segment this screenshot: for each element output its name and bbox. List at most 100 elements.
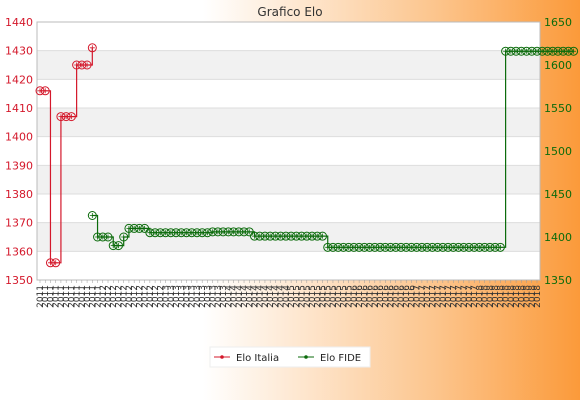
- data-point: [66, 112, 76, 122]
- x-tick-label: 2016: [350, 285, 360, 308]
- plot-band: [37, 79, 540, 108]
- x-tick-label: 2016: [402, 285, 412, 308]
- x-tick-label: 2018: [512, 285, 522, 308]
- data-point-cross: [89, 45, 95, 51]
- series-layer: [35, 43, 579, 268]
- chart-title: Grafico Elo: [257, 5, 322, 19]
- data-point-cross: [115, 243, 121, 249]
- legend: Elo Italia Elo FIDE: [209, 346, 371, 368]
- x-tick-label: 2014: [282, 285, 292, 308]
- legend-marker: [220, 355, 224, 359]
- left-tick-label: 1430: [5, 45, 33, 58]
- x-tick-label: 2017: [460, 285, 470, 308]
- x-tick-label: 2018: [486, 285, 496, 308]
- x-tick-label: 2011: [52, 285, 62, 308]
- x-tick-label: 2014: [271, 285, 281, 308]
- x-tick-label: 2012: [156, 285, 166, 308]
- x-tick-label: 2012: [104, 285, 114, 308]
- x-tick-label: 2017: [439, 285, 449, 308]
- x-tick-label: 2016: [387, 285, 397, 308]
- data-point-cross: [42, 88, 48, 94]
- right-tick-label: 1600: [544, 59, 572, 72]
- plot-frame: [36, 21, 541, 281]
- data-point: [113, 241, 123, 251]
- x-tick-label: 2013: [209, 285, 219, 308]
- data-point-cross: [142, 225, 148, 231]
- x-tick-label: 2016: [407, 285, 417, 308]
- data-point: [495, 242, 505, 252]
- legend-label: Elo Italia: [236, 353, 279, 364]
- x-tick-label: 2013: [219, 285, 229, 308]
- data-point-cross: [246, 229, 252, 235]
- x-tick-label: 2013: [177, 285, 187, 308]
- data-point: [87, 43, 97, 53]
- x-tick-label: 2013: [172, 285, 182, 308]
- plot-band: [37, 222, 540, 252]
- x-tick-label: 2014: [240, 285, 250, 308]
- right-tick-label: 1500: [544, 145, 572, 158]
- left-tick-label: 1390: [5, 159, 33, 172]
- x-tick-label: 2013: [203, 285, 213, 308]
- x-tick-label: 2015: [339, 285, 349, 308]
- x-tick-label: 2016: [397, 285, 407, 308]
- x-tick-label: 2015: [303, 285, 313, 308]
- x-tick-label: 2016: [355, 285, 365, 308]
- left-tick-label: 1420: [5, 73, 33, 86]
- x-tick-label: 2011: [88, 285, 98, 308]
- data-point-cross: [84, 62, 90, 68]
- x-tick-label: 2014: [250, 285, 260, 308]
- x-tick-label: 2016: [371, 285, 381, 308]
- x-tick-label: 2014: [230, 285, 240, 308]
- x-tick-label: 2015: [298, 285, 308, 308]
- x-tick-label: 2017: [444, 285, 454, 308]
- data-point-cross: [89, 213, 95, 218]
- x-tick-label: 2018: [502, 285, 512, 308]
- x-tick-label: 2011: [62, 285, 72, 308]
- data-point: [318, 231, 328, 241]
- x-tick-label: 2018: [517, 285, 527, 308]
- x-tick-label: 2012: [135, 285, 145, 308]
- plot-band: [37, 50, 540, 80]
- x-tick-label: 2013: [214, 285, 224, 308]
- left-tick-label: 1440: [5, 16, 33, 29]
- x-tick-label: 2015: [319, 285, 329, 308]
- plot-band: [37, 108, 540, 137]
- x-tick-label: 2011: [46, 285, 56, 308]
- x-tick-label: 2018: [491, 285, 501, 308]
- x-tick-label: 2015: [292, 285, 302, 308]
- x-tick-label: 2011: [41, 285, 51, 308]
- plot-band: [37, 194, 540, 223]
- x-tick-label: 2017: [428, 285, 438, 308]
- x-tick-label: 2013: [182, 285, 192, 308]
- plot-band: [37, 165, 540, 194]
- right-tick-label: 1550: [544, 102, 572, 115]
- x-tick-label: 2012: [141, 285, 151, 308]
- x-tick-label: 2015: [345, 285, 355, 308]
- legend-marker: [304, 355, 308, 359]
- x-tick-label: 2012: [99, 285, 109, 308]
- data-point-cross: [105, 234, 111, 240]
- x-tick-label: 2012: [125, 285, 135, 308]
- x-tick-label: 2017: [423, 285, 433, 308]
- plot-bands: [37, 22, 540, 280]
- x-tick-label: 2016: [360, 285, 370, 308]
- data-point: [103, 232, 113, 242]
- data-point-cross: [320, 233, 326, 239]
- data-point-cross: [121, 234, 127, 240]
- right-tick-label: 1400: [544, 231, 572, 244]
- x-tick-label: 2012: [130, 285, 140, 308]
- data-point: [87, 211, 97, 220]
- data-point-cross: [53, 260, 59, 266]
- data-point-cross: [571, 48, 577, 54]
- x-tick-label: 2015: [287, 285, 297, 308]
- x-tick-label: 2012: [120, 285, 130, 308]
- x-tick-label: 2015: [329, 285, 339, 308]
- x-tick-label: 2014: [224, 285, 234, 308]
- x-tick-label: 2018: [528, 285, 538, 308]
- x-tick-label: 2014: [266, 285, 276, 308]
- plot-band: [37, 251, 540, 280]
- x-tick-label: 2013: [198, 285, 208, 308]
- x-tick-label: 2013: [167, 285, 177, 308]
